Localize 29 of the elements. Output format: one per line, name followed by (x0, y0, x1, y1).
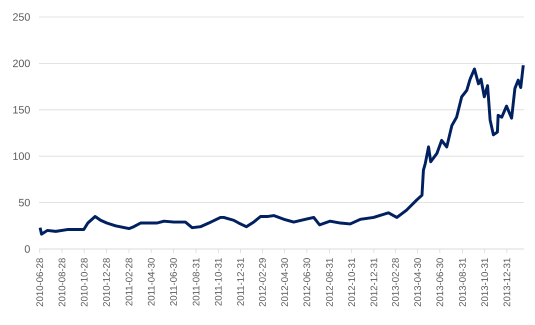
x-tick-label: 2010-10-28 (80, 258, 88, 306)
x-tick-label: 2010-06-28 (36, 258, 44, 306)
x-tick-label: 2010-08-28 (58, 258, 66, 306)
x-tick-label: 2011-04-30 (148, 258, 155, 306)
y-tick-label: 0 (24, 245, 30, 253)
line-series (38, 64, 525, 236)
x-tick-label: 2013-10-31 (481, 258, 488, 306)
x-tick-label: 2012-04-30 (281, 258, 288, 306)
y-tick-label: 250 (13, 13, 30, 21)
x-tick-label: 2012-06-30 (303, 258, 310, 306)
y-tick-label: 50 (18, 198, 30, 206)
x-tick-label: 2013-12-31 (503, 258, 510, 306)
x-tick-label: 2012-08-31 (326, 258, 333, 306)
x-tick-label: 2011-12-31 (237, 258, 244, 306)
x-tick-label: 2013-06-30 (436, 258, 444, 306)
x-tick-label: 2012-12-31 (370, 258, 378, 306)
x-tick-label: 2011-06-30 (170, 258, 177, 306)
x-tick-label: 2013-08-31 (459, 258, 466, 306)
x-tick-label: 2011-02-28 (126, 258, 132, 306)
x-tick-label: 2011-08-31 (192, 258, 200, 306)
x-tick-label: 2012-10-31 (348, 258, 356, 306)
x-tick-label: 2010-12-28 (103, 258, 110, 306)
y-tick-label: 150 (13, 106, 30, 114)
x-tick-label: 2013-02-28 (392, 258, 399, 306)
y-tick-label: 200 (13, 60, 30, 68)
y-tick-label: 100 (13, 152, 30, 160)
x-tick-label: 2013-04-30 (414, 258, 421, 306)
x-tick-label: 2012-02-29 (258, 258, 266, 306)
x-tick-label: 2011-10-31 (214, 258, 222, 306)
